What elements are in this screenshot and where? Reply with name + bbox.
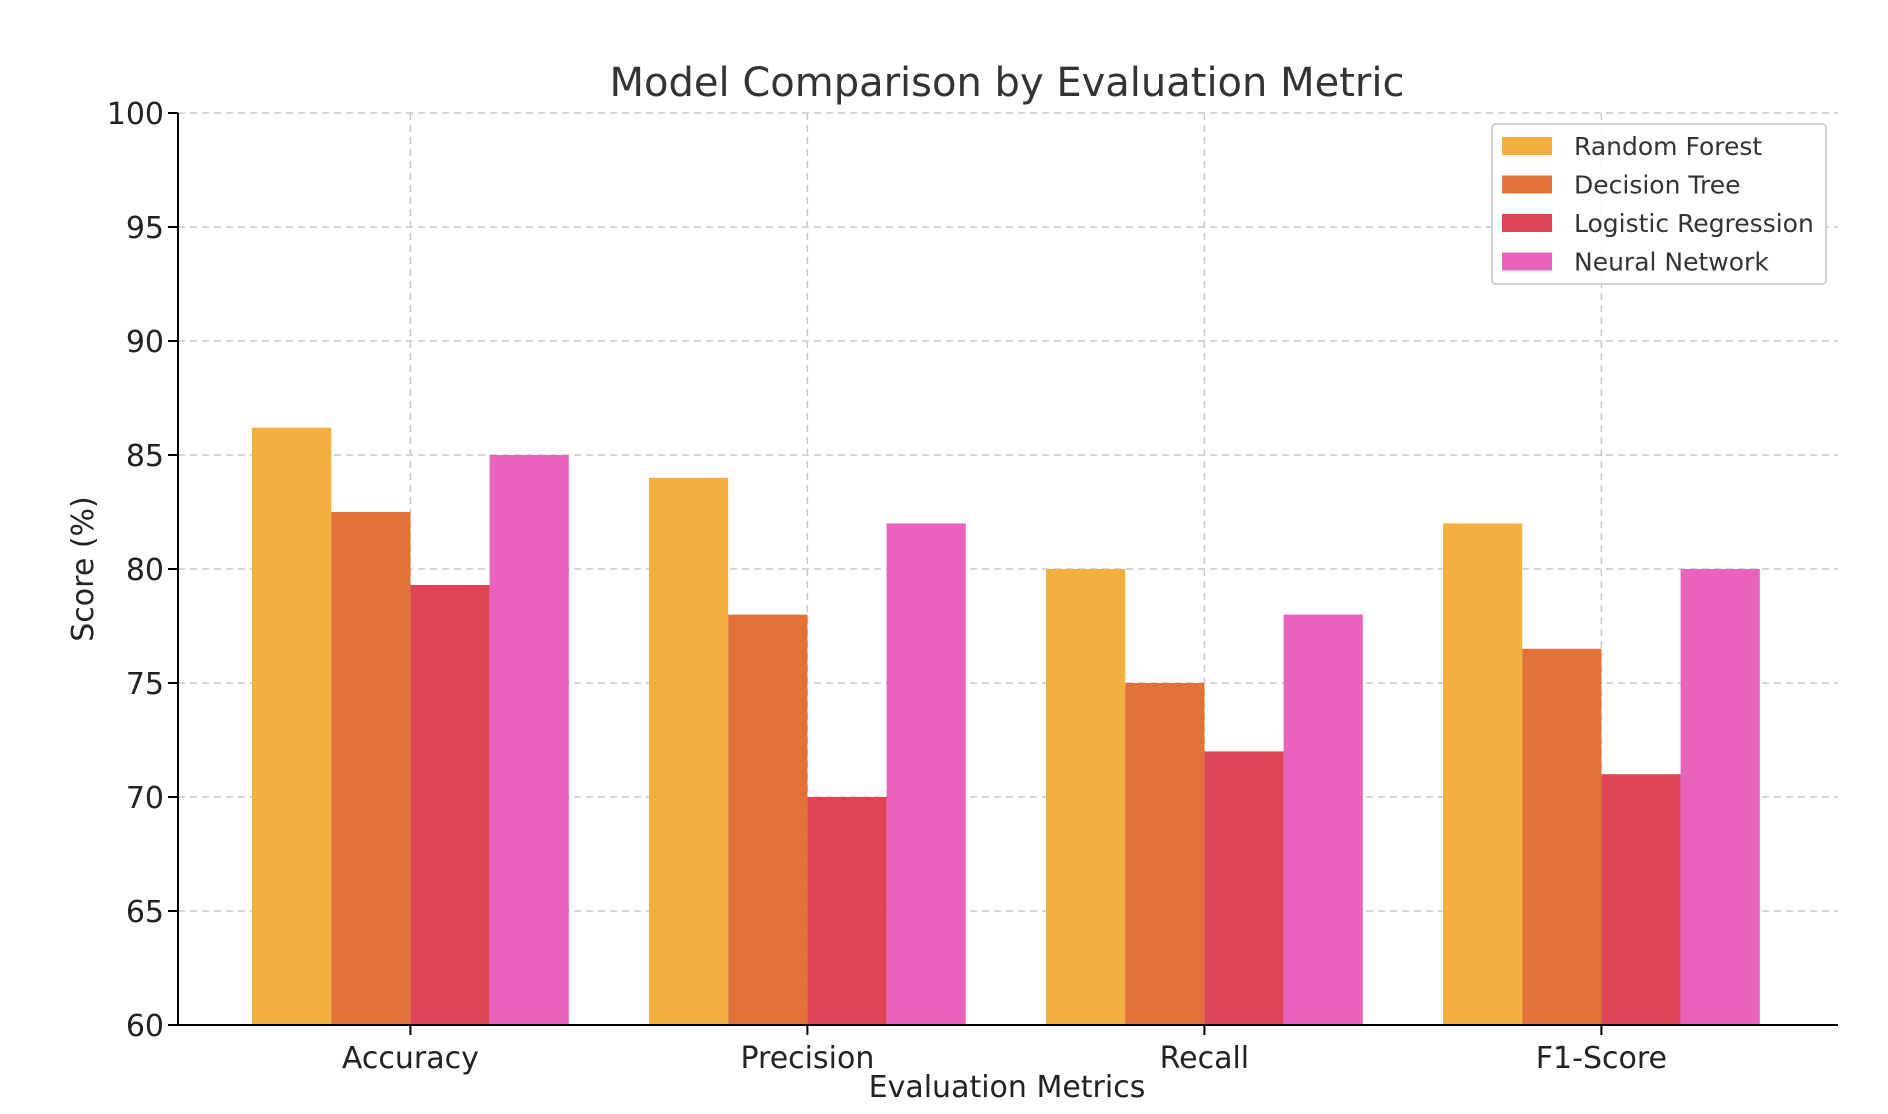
x-tick-label: F1-Score bbox=[1536, 1041, 1667, 1076]
legend-swatch bbox=[1502, 214, 1552, 232]
bar-decision-tree-recall bbox=[1125, 683, 1205, 1025]
legend-swatch bbox=[1502, 137, 1552, 155]
bar-logistic-regression-recall bbox=[1204, 751, 1284, 1025]
bars bbox=[252, 427, 1760, 1025]
bar-random-forest-recall bbox=[1046, 569, 1126, 1025]
legend-label: Neural Network bbox=[1574, 248, 1769, 277]
y-tick-label: 60 bbox=[126, 1009, 164, 1044]
x-tick-label: Precision bbox=[740, 1041, 874, 1076]
y-tick-label: 65 bbox=[126, 895, 164, 930]
y-axis-label: Score (%) bbox=[66, 496, 101, 641]
x-tick-label: Accuracy bbox=[342, 1041, 479, 1076]
y-tick-label: 100 bbox=[107, 97, 164, 132]
bar-neural-network-precision bbox=[886, 523, 966, 1025]
y-tick-label: 85 bbox=[126, 439, 164, 474]
bar-logistic-regression-precision bbox=[807, 797, 887, 1025]
bar-neural-network-recall bbox=[1283, 614, 1363, 1025]
bar-logistic-regression-accuracy bbox=[410, 584, 490, 1025]
legend-swatch bbox=[1502, 175, 1552, 194]
y-tick-label: 90 bbox=[126, 325, 164, 360]
bar-logistic-regression-f1-score bbox=[1601, 774, 1681, 1025]
y-tick-label: 75 bbox=[126, 667, 164, 702]
bar-random-forest-f1-score bbox=[1443, 523, 1523, 1025]
axes bbox=[168, 112, 1838, 1035]
legend: Random Forest Decision Tree Logistic Regre… bbox=[1491, 123, 1827, 285]
x-tick-label: Recall bbox=[1160, 1041, 1250, 1076]
chart-title: Model Comparison by Evaluation Metric bbox=[610, 60, 1405, 106]
tick-labels: 60 65 70 75 80 85 90 95 100 Accuracy Precision Reca… bbox=[107, 97, 1667, 1076]
y-tick-label: 80 bbox=[126, 553, 164, 588]
bar-decision-tree-precision bbox=[728, 614, 808, 1025]
bar-neural-network-f1-score bbox=[1680, 569, 1760, 1025]
legend-label: Decision Tree bbox=[1574, 171, 1740, 200]
bar-random-forest-precision bbox=[649, 477, 729, 1025]
legend-swatch bbox=[1502, 252, 1552, 271]
bar-decision-tree-accuracy bbox=[331, 512, 411, 1025]
bar-decision-tree-f1-score bbox=[1522, 648, 1602, 1025]
y-tick-label: 70 bbox=[126, 781, 164, 816]
legend-box bbox=[1491, 123, 1827, 285]
bar-random-forest-accuracy bbox=[252, 427, 332, 1025]
y-tick-label: 95 bbox=[126, 211, 164, 246]
legend-label: Logistic Regression bbox=[1574, 209, 1814, 238]
x-axis-label: Evaluation Metrics bbox=[869, 1070, 1146, 1105]
bar-neural-network-accuracy bbox=[489, 455, 569, 1025]
legend-label: Random Forest bbox=[1574, 132, 1762, 161]
